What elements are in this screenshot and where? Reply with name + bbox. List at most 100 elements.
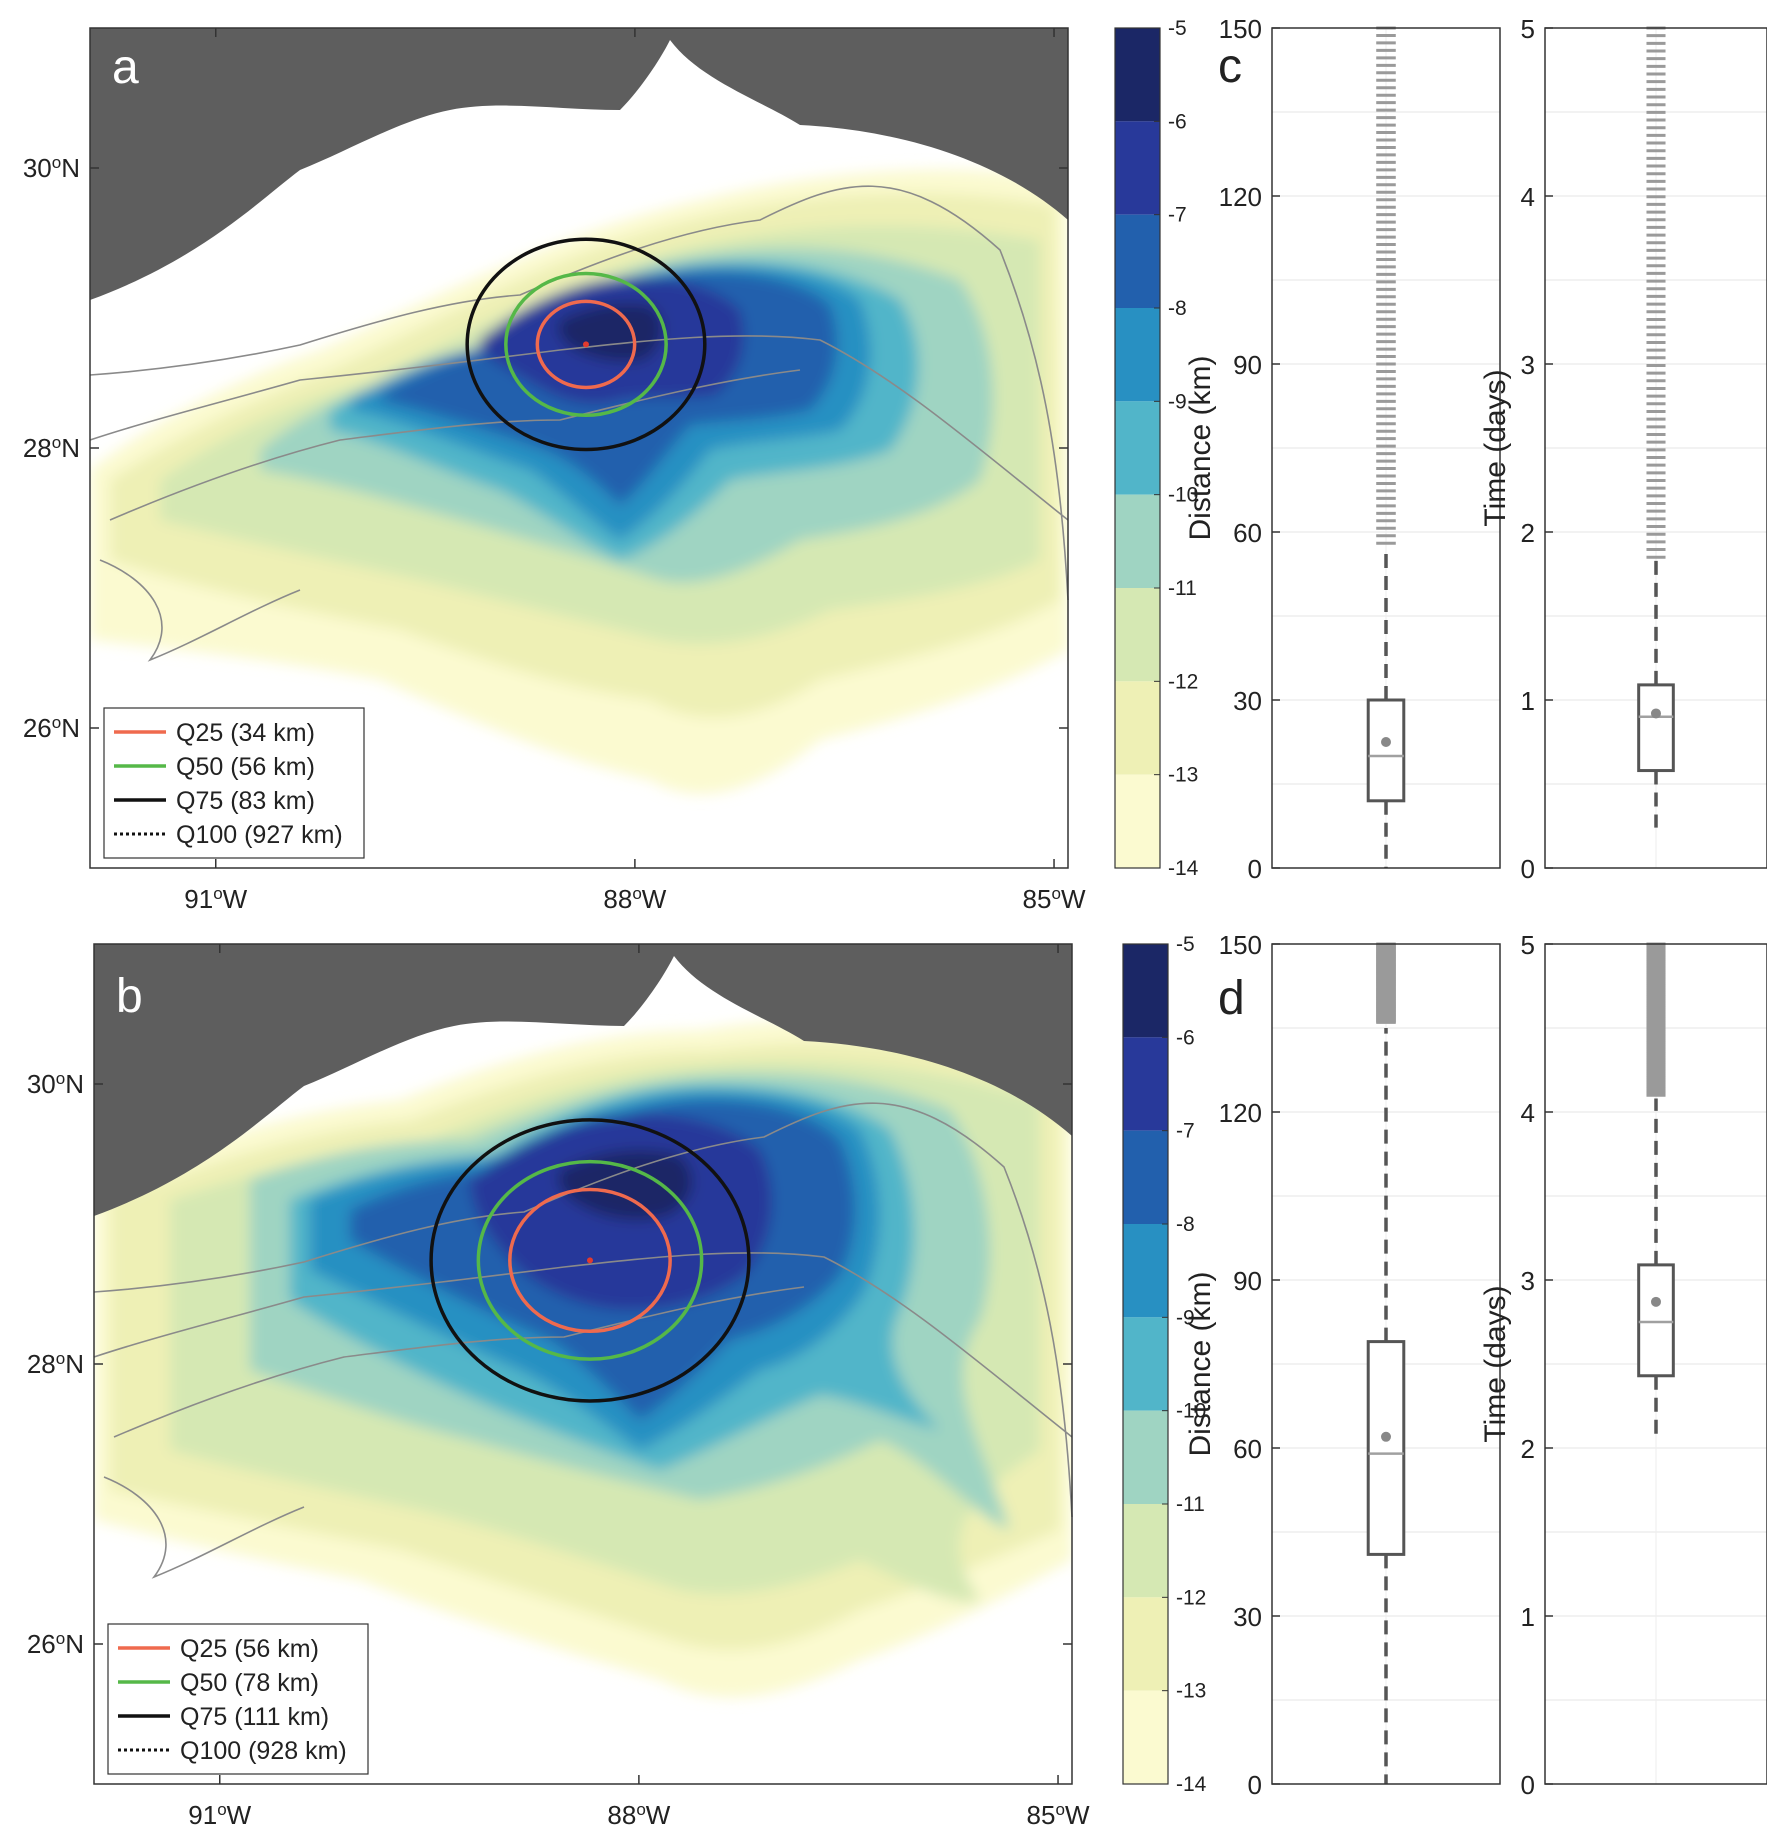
colorbar-band <box>1123 1037 1168 1131</box>
y-axis-label: Time (days) <box>1479 369 1512 526</box>
box-iqr <box>1366 1340 1406 1556</box>
y-tick-label: 30 <box>1233 686 1262 716</box>
x-tick-label: 91oW <box>188 1800 251 1831</box>
colorbar-tick-label: -10 <box>1168 484 1198 507</box>
colorbar-band <box>1123 1410 1168 1504</box>
circle-q25 <box>508 1187 672 1334</box>
panel-letter-b: b <box>116 970 143 1023</box>
y-tick-label: 26oN <box>27 1629 84 1660</box>
colorbar-tick-label: -11 <box>1168 577 1197 600</box>
colorbar-tick-label: -7 <box>1168 204 1187 227</box>
boxplot-c-time: 0 1 2 3 4 5 Time (days) <box>1479 14 1767 884</box>
colorbar-tick-label: -14 <box>1176 1773 1207 1796</box>
map-a-isobaths <box>89 185 1069 662</box>
y-tick-label: 150 <box>1219 14 1262 44</box>
colorbar-tick-label: -11 <box>1176 1493 1205 1516</box>
colorbar-tick-label: -13 <box>1176 1680 1206 1703</box>
y-tick-label: 120 <box>1219 182 1262 212</box>
colorbar-band <box>1123 1224 1168 1318</box>
y-tick-label: 2 <box>1521 518 1535 548</box>
colorbar-band <box>1123 1317 1168 1411</box>
map-a-land <box>90 28 1068 300</box>
colorbar-tick-label: -5 <box>1168 17 1187 40</box>
colorbar-frame <box>1114 27 1161 869</box>
colorbar-tick-label: -5 <box>1176 933 1195 956</box>
map-a-isobath-4 <box>99 559 301 662</box>
circle-q75 <box>429 1118 751 1403</box>
y-tick-label: 3 <box>1521 350 1535 380</box>
boxplot-c-distance: 0 30 60 90 120 150 Distance (km) <box>1184 14 1501 884</box>
panel-letter-d: d <box>1218 972 1245 1025</box>
y-tick-label: 4 <box>1521 1098 1535 1128</box>
circle-q50 <box>504 271 668 418</box>
plot-frame <box>1544 943 1767 1785</box>
colorbar-tick-label: -14 <box>1168 857 1199 880</box>
colorbar-band <box>1115 681 1160 775</box>
legend-label: Q50 (56 km) <box>176 753 315 781</box>
y-axis-label: Distance (km) <box>1184 355 1217 540</box>
map-a-axes: 91oW 88oW 85oW 30oN 28oN 26oN <box>23 28 1086 914</box>
colorbar-band <box>1123 1130 1168 1224</box>
colorbar-band <box>1115 308 1160 402</box>
y-tick-label: 3 <box>1521 1266 1535 1296</box>
y-axis-label: Time (days) <box>1479 1285 1512 1442</box>
map-a-isobath-2 <box>89 335 1069 521</box>
colorbar-tick-label: -12 <box>1176 1586 1206 1609</box>
legend-label: Q50 (78 km) <box>180 1669 319 1697</box>
y-tick-label: 30 <box>1233 1602 1262 1632</box>
circle-q75 <box>465 237 707 452</box>
boxplot-d-time: 0 1 2 3 4 5 Time (days) <box>1479 930 1767 1800</box>
mean-marker <box>1651 708 1661 719</box>
box-iqr <box>1637 683 1675 773</box>
map-a-isobath-3 <box>109 369 801 521</box>
colorbar-band <box>1115 28 1160 122</box>
plot-frame <box>1271 943 1501 1785</box>
y-tick-label: 120 <box>1219 1098 1262 1128</box>
panel-letter-a: a <box>112 41 139 94</box>
map-b-axes: 91oW 88oW 85oW 30oN 28oN 26oN <box>27 944 1090 1830</box>
y-tick-label: 26oN <box>23 713 80 744</box>
colorbar-a: -5 -6 -7 -8 -9 -10 -11 -12 -13 -14 <box>1114 17 1199 880</box>
map-a-overlay <box>465 237 707 452</box>
y-tick-label: 1 <box>1521 686 1535 716</box>
colorbar-band <box>1123 1504 1168 1598</box>
colorbar-b: -5 -6 -7 -8 -9 -10 -11 -12 -13 -14 <box>1122 933 1207 1796</box>
panel-letter-c: c <box>1218 40 1242 93</box>
box-iqr <box>1637 1263 1675 1378</box>
map-a-field <box>90 28 1068 868</box>
y-tick-label: 0 <box>1521 1770 1535 1800</box>
x-tick-label: 85oW <box>1023 884 1086 915</box>
x-tick-label: 91oW <box>184 884 247 915</box>
colorbar-tick-label: -12 <box>1168 670 1198 693</box>
colorbar-band <box>1123 1690 1168 1784</box>
legend-label: Q75 (83 km) <box>176 787 315 815</box>
mean-marker <box>1381 1431 1391 1442</box>
map-b-isobath-1 <box>93 1102 1073 1518</box>
y-tick-label: 60 <box>1233 1434 1262 1464</box>
y-tick-label: 5 <box>1521 930 1535 960</box>
y-tick-label: 0 <box>1248 1770 1262 1800</box>
colorbar-tick-label: -9 <box>1176 1306 1195 1329</box>
colorbar-band <box>1115 774 1160 868</box>
y-tick-label: 1 <box>1521 1602 1535 1632</box>
y-tick-label: 4 <box>1521 182 1535 212</box>
y-tick-label: 150 <box>1219 930 1262 960</box>
colorbar-band <box>1115 214 1160 308</box>
x-tick-label: 88oW <box>607 1800 670 1831</box>
y-tick-label: 60 <box>1233 518 1262 548</box>
boxplot-d-distance: 0 30 60 90 120 150 Distance (km) <box>1184 930 1501 1800</box>
colorbar-tick-label: -6 <box>1168 110 1187 133</box>
x-tick-label: 85oW <box>1027 1800 1090 1831</box>
y-tick-label: 90 <box>1233 1266 1262 1296</box>
colorbar-tick-label: -13 <box>1168 764 1198 787</box>
y-tick-label: 28oN <box>27 1349 84 1380</box>
y-tick-label: 90 <box>1233 350 1262 380</box>
mean-marker <box>1651 1296 1661 1307</box>
map-b-contour-l6 <box>558 1150 693 1221</box>
colorbar-band <box>1115 121 1160 215</box>
colorbar-tick-label: -8 <box>1168 297 1187 320</box>
map-panel-b: 91oW 88oW 85oW 30oN 28oN 26oN Q25 (56 km) Q50 … <box>27 943 1090 1830</box>
y-tick-label: 28oN <box>23 433 80 464</box>
legend-label: Q25 (56 km) <box>180 1635 319 1663</box>
